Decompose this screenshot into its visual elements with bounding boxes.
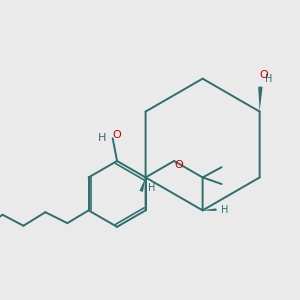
Text: O: O [174,160,183,170]
Text: H: H [221,205,228,214]
Polygon shape [140,177,146,192]
Text: O: O [112,130,121,140]
Polygon shape [258,87,262,112]
Text: H: H [148,183,155,194]
Text: H: H [98,133,106,143]
Text: O: O [260,70,268,80]
Text: H: H [265,74,272,84]
